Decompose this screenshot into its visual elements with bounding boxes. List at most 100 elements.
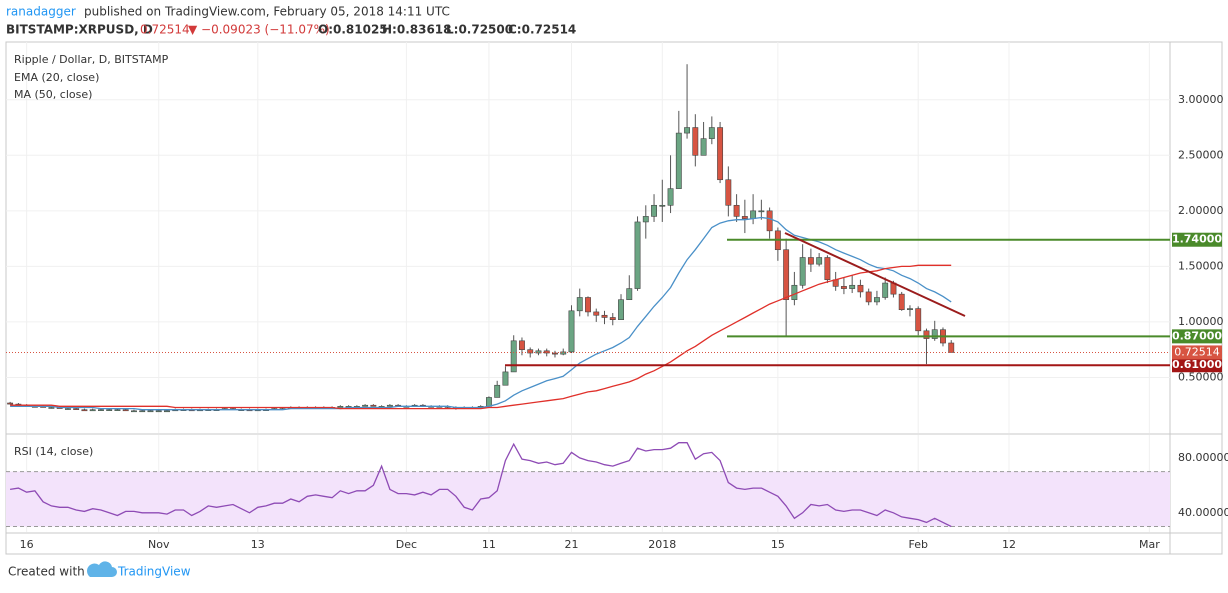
candle-body [519, 340, 525, 350]
price-change: ▼ −0.09023 (−11.07%) [188, 23, 330, 37]
footer: Created with TradingView [8, 561, 191, 579]
candle-body [337, 406, 344, 408]
logo [87, 561, 117, 577]
chart-title: Ripple / Dollar, D, BITSTAMP [14, 53, 169, 66]
candle-body [370, 404, 377, 407]
candle-body [948, 342, 955, 353]
x-tick-label: 13 [251, 538, 265, 551]
y-tick-label: 40.00000 [1178, 506, 1228, 519]
candle-body [807, 257, 814, 265]
x-tick-label: 2018 [648, 538, 676, 551]
published: published on TradingView.com, February 0… [84, 5, 450, 19]
candle-body [576, 297, 583, 312]
candle-body [692, 127, 699, 156]
candle-body [840, 286, 847, 289]
rsi-line [9, 442, 952, 528]
candle-body [667, 188, 674, 206]
candle-body [106, 409, 113, 411]
x-tick-label: 12 [1002, 538, 1016, 551]
x-tick-label: Nov [148, 538, 170, 551]
plot [6, 64, 1170, 528]
candle-body [139, 410, 146, 413]
labels: Ripple / Dollar, D, BITSTAMP EMA (20, cl… [14, 53, 1228, 551]
candle-body [708, 127, 715, 139]
candle-body [527, 349, 534, 354]
candle-body [164, 410, 170, 413]
candle-body [560, 351, 567, 355]
level-label-box [1172, 329, 1222, 344]
author[interactable]: ranadagger [6, 5, 76, 19]
candle-body [865, 291, 872, 303]
legend-ema: EMA (20, close) [14, 71, 99, 84]
y-tick-label: 80.00000 [1178, 451, 1228, 464]
candle-body [634, 221, 641, 289]
candle-body [81, 409, 88, 412]
level-label: 0.87000 [1172, 329, 1222, 342]
candle-body [931, 329, 938, 339]
legend-ma: MA (50, close) [14, 88, 92, 101]
grid [6, 42, 1170, 532]
brand[interactable]: TradingView [117, 565, 191, 579]
ohlc-close: C:0.72514 [508, 23, 576, 37]
level-label: 1.74000 [1172, 233, 1222, 246]
candle-body [659, 204, 666, 207]
candle-body [651, 204, 657, 217]
candle-body [816, 257, 823, 265]
y-tick-label: 1.50000 [1178, 259, 1224, 272]
candle-body [147, 410, 154, 413]
candle-body [758, 210, 765, 213]
level-label-box [1172, 358, 1222, 373]
candle-body [568, 310, 575, 353]
x-tick-label: Dec [396, 538, 417, 551]
candle-body [543, 350, 550, 354]
y-tick-label: 1.00000 [1178, 315, 1224, 328]
candle-body [114, 409, 121, 411]
candle-body [907, 308, 913, 311]
candle-body [601, 314, 608, 318]
x-tick-label: 16 [20, 538, 34, 551]
candle-body [494, 384, 501, 398]
candle-body [48, 407, 55, 409]
candle-body [609, 317, 616, 320]
last-price-box [1172, 345, 1222, 360]
symbol: BITSTAMP:XRPUSD, D [6, 23, 153, 37]
candle-body [717, 127, 724, 181]
candle-body [122, 409, 129, 412]
created-with: Created with [8, 565, 85, 579]
candle-body [741, 216, 748, 219]
indicator-line [10, 264, 952, 410]
candle-body [552, 352, 558, 355]
last-price: 0.72514 [140, 23, 190, 37]
candle-body [510, 340, 517, 373]
frame [5, 41, 1223, 555]
candle-body [131, 410, 137, 413]
x-tick-label: Feb [908, 538, 927, 551]
x-tick-label: 15 [771, 538, 785, 551]
y-tick-label: 0.50000 [1178, 370, 1224, 383]
candle-body [882, 282, 889, 298]
candle-body [824, 257, 831, 281]
candle-body [700, 138, 707, 156]
candle-body [766, 210, 773, 232]
candle-body [898, 293, 905, 311]
trendline [784, 232, 966, 317]
candle-body [64, 408, 71, 410]
indicator-line [10, 216, 952, 411]
x-tick-label: Mar [1139, 538, 1160, 551]
last-price-label: 0.72514 [1174, 345, 1220, 358]
candle-body [675, 132, 682, 189]
candle-body [97, 409, 104, 411]
candle-body [362, 404, 369, 407]
candle-body [915, 308, 922, 332]
candle-body [386, 404, 393, 407]
candle-body [873, 297, 880, 303]
header: ranadagger published on TradingView.com,… [6, 5, 576, 37]
candle-body [593, 311, 600, 316]
x-tick-label: 11 [482, 538, 496, 551]
candle-body [618, 299, 624, 320]
candle-body [725, 179, 732, 206]
candle-body [626, 288, 633, 301]
y-tick-label: 2.50000 [1178, 148, 1224, 161]
